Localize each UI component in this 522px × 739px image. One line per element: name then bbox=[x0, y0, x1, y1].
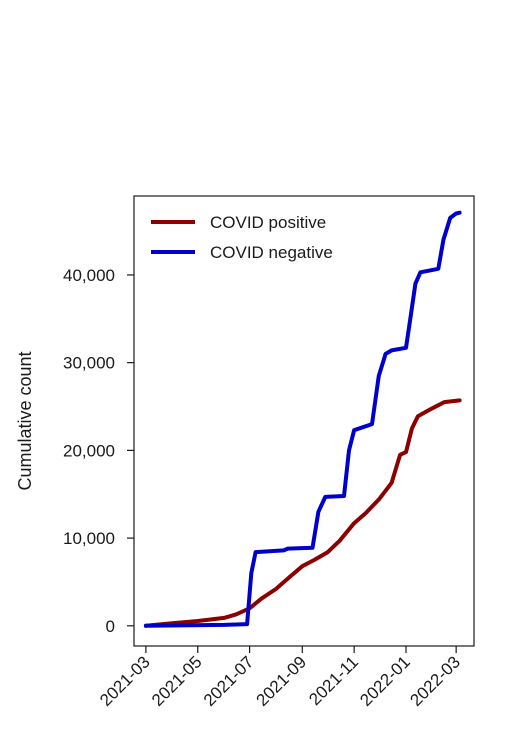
x-tick-label: 2022-01 bbox=[356, 652, 414, 710]
series-line bbox=[143, 210, 462, 628]
series-line bbox=[143, 398, 462, 628]
legend-label: COVID positive bbox=[210, 213, 326, 232]
y-tick-label: 40,000 bbox=[63, 266, 115, 285]
x-tick-label: 2021-09 bbox=[253, 652, 311, 710]
x-tick-label: 2021-05 bbox=[148, 652, 206, 710]
x-tick-label: 2021-07 bbox=[200, 652, 258, 710]
x-axis: 2021-032021-052021-072021-092021-112022-… bbox=[96, 646, 464, 710]
x-tick-label: 2021-03 bbox=[96, 652, 154, 710]
y-axis-title: Cumulative count bbox=[15, 351, 35, 490]
y-tick-label: 30,000 bbox=[63, 354, 115, 373]
plot-frame bbox=[133, 195, 475, 647]
x-tick-label: 2021-11 bbox=[305, 652, 362, 709]
legend-label: COVID negative bbox=[210, 243, 333, 262]
y-tick-label: 0 bbox=[106, 617, 115, 636]
x-tick-label: 2022-03 bbox=[406, 652, 464, 710]
legend: COVID positive COVID negative bbox=[151, 213, 333, 262]
y-axis: 0 10,000 20,000 30,000 40,000 bbox=[63, 266, 134, 636]
y-tick-label: 10,000 bbox=[63, 529, 115, 548]
series-layer bbox=[143, 210, 462, 628]
y-tick-label: 20,000 bbox=[63, 441, 115, 460]
